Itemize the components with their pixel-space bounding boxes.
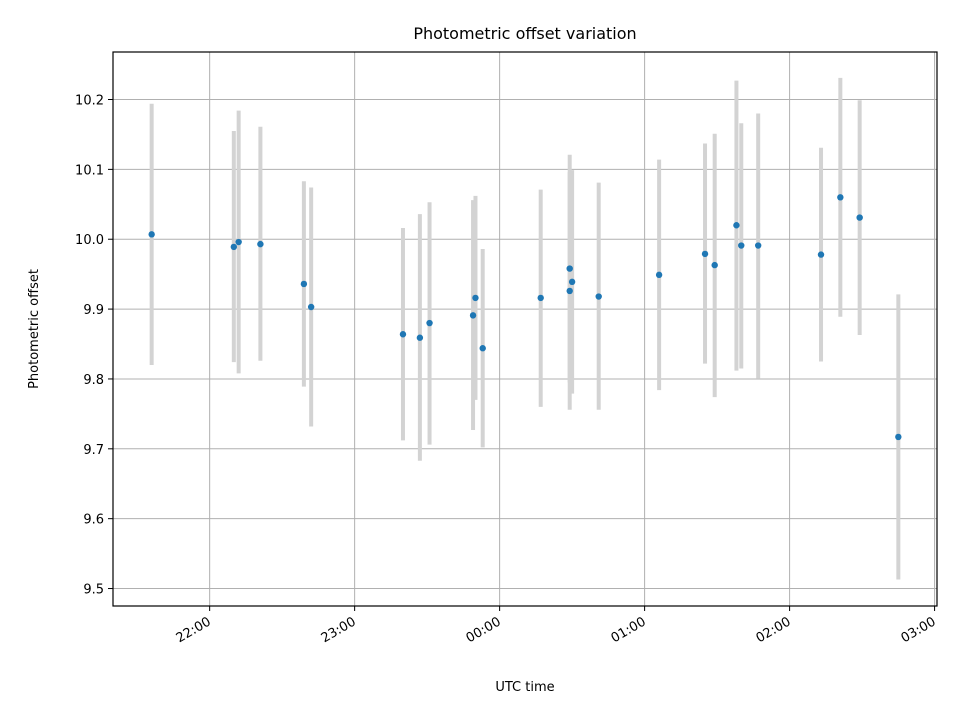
y-tick-label: 9.6: [83, 513, 104, 528]
data-point: [895, 433, 902, 441]
x-tick-label: 02:00: [754, 614, 794, 646]
data-point: [230, 243, 238, 251]
data-point: [469, 312, 477, 319]
data-point: [711, 261, 718, 269]
chart-title: Photometric offset variation: [413, 24, 636, 43]
x-tick-label: 03:00: [899, 614, 939, 646]
data-point: [738, 242, 745, 249]
y-tick-label: 9.8: [83, 373, 104, 388]
y-tick-label: 9.9: [83, 303, 104, 318]
y-tick-label: 10.0: [75, 233, 104, 248]
grid-layer: [113, 52, 937, 606]
data-point: [307, 303, 315, 311]
data-point: [235, 238, 242, 246]
data-point: [566, 265, 573, 272]
point-layer: [148, 194, 902, 441]
y-tick-label: 10.2: [75, 94, 104, 109]
errorbar-layer: [149, 77, 901, 580]
data-point: [416, 334, 424, 341]
data-point: [479, 345, 486, 352]
data-point: [399, 331, 407, 338]
data-point: [701, 250, 709, 258]
y-tick-label: 9.7: [83, 443, 104, 458]
y-tick-label: 9.5: [83, 583, 104, 598]
x-tick-label: 01:00: [609, 614, 649, 646]
data-point: [257, 240, 264, 248]
data-point: [568, 278, 576, 286]
plot-frame: [112, 51, 938, 607]
data-point: [426, 319, 433, 327]
data-point: [655, 271, 663, 279]
data-point: [817, 251, 825, 258]
data-point: [856, 214, 863, 221]
x-tick-label: 00:00: [464, 614, 504, 646]
data-point: [148, 231, 155, 238]
y-tick-label: 10.1: [75, 163, 104, 178]
y-axis-label: Photometric offset: [27, 269, 42, 389]
x-tick-label: 22:00: [174, 614, 214, 646]
data-point: [300, 280, 308, 288]
data-point: [472, 294, 479, 302]
data-point: [733, 222, 740, 229]
tick-layer: 9.5 9.6 9.7 9.8 9.9 10.0 10.1 10.2 22:00 23:00 00:…: [75, 94, 939, 647]
data-point: [837, 194, 844, 201]
x-tick-label: 23:00: [319, 614, 359, 646]
data-point: [537, 294, 544, 302]
data-point: [754, 242, 762, 249]
data-point: [566, 287, 573, 295]
x-axis-label: UTC time: [495, 680, 554, 695]
data-point: [595, 293, 602, 300]
